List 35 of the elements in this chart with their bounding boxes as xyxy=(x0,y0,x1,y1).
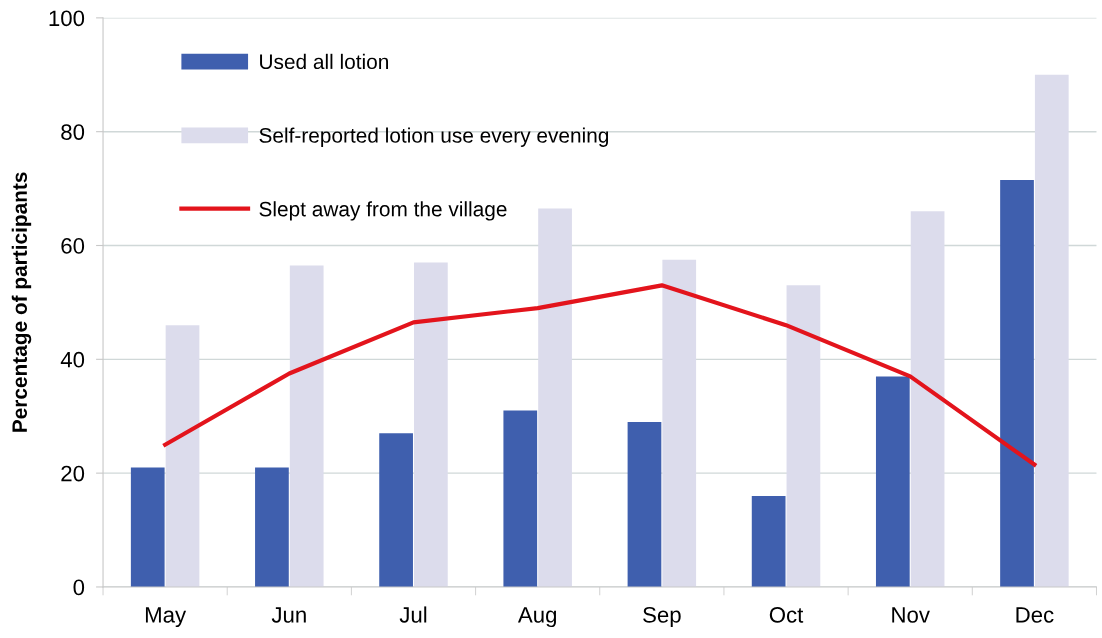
legend-label: Used all lotion xyxy=(260,53,388,70)
legend-label: Slept away from the village xyxy=(259,201,507,221)
bar xyxy=(255,467,289,587)
line-series xyxy=(163,283,1037,467)
bar xyxy=(503,410,538,587)
bar xyxy=(165,325,200,587)
x-tick-label: Sep xyxy=(643,606,681,628)
bar xyxy=(538,208,572,587)
x-tick-label: Jun xyxy=(271,607,306,623)
bar xyxy=(662,259,697,587)
x-tick-label: Oct xyxy=(769,606,804,623)
y-tick-label: 100 xyxy=(49,10,85,27)
bar xyxy=(751,495,786,587)
y-tick-label: 20 xyxy=(61,465,85,482)
y-tick-label: 0 xyxy=(73,579,85,596)
bar xyxy=(875,376,910,587)
y-axis-title: Percentage of participants xyxy=(11,172,32,432)
x-tick-label: Nov xyxy=(892,607,930,623)
x-tick-label: May xyxy=(145,607,187,628)
x-tick-label: Dec xyxy=(1016,607,1054,623)
bar xyxy=(627,421,662,587)
bar xyxy=(414,262,448,587)
x-tick-label: Jul xyxy=(399,606,427,623)
bar xyxy=(786,285,821,587)
bar xyxy=(289,265,324,587)
bar xyxy=(1000,180,1034,587)
bar xyxy=(1034,74,1069,587)
bar xyxy=(910,211,945,587)
y-tick-label: 40 xyxy=(60,351,85,368)
bar xyxy=(130,467,165,587)
x-tick-label: Aug xyxy=(517,607,557,628)
y-tick-label: 80 xyxy=(61,124,85,140)
bar xyxy=(379,433,413,587)
legend-label: Self-reported lotion use every evening xyxy=(259,127,609,147)
y-tick-label: 60 xyxy=(61,238,85,254)
